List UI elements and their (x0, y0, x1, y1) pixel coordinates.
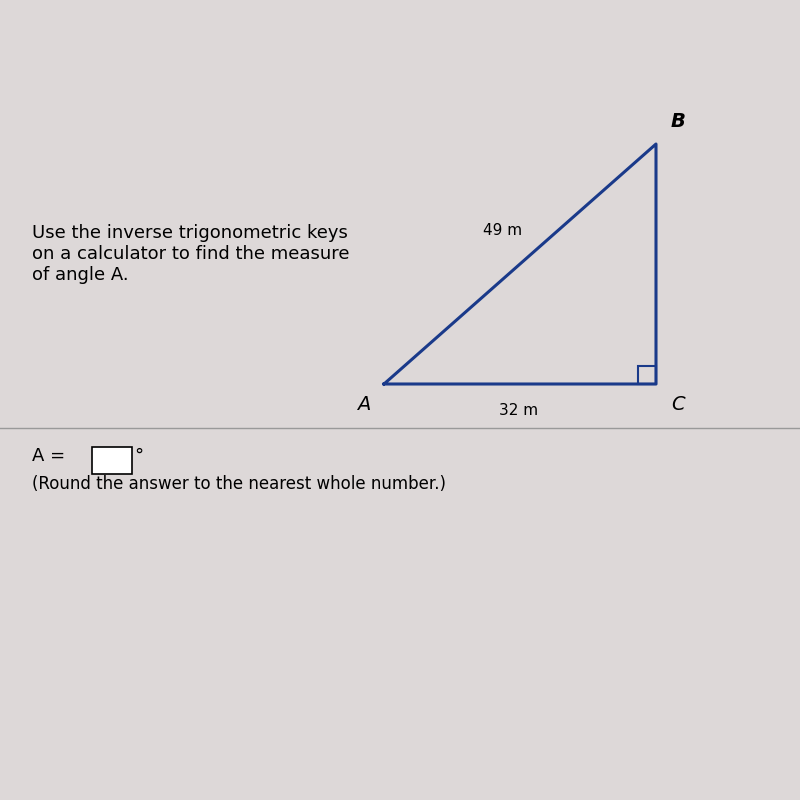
Text: A =: A = (32, 447, 71, 465)
Text: Use the inverse trigonometric keys
on a calculator to find the measure
of angle : Use the inverse trigonometric keys on a … (32, 224, 350, 284)
Text: 49 m: 49 m (483, 223, 522, 238)
Text: °: ° (134, 447, 143, 465)
Text: B: B (670, 112, 685, 131)
Text: 32 m: 32 m (499, 403, 538, 418)
Text: A: A (358, 394, 370, 414)
Text: C: C (670, 394, 685, 414)
Text: (Round the answer to the nearest whole number.): (Round the answer to the nearest whole n… (32, 475, 446, 493)
Bar (92, 447, 132, 474)
Bar (638, 366, 656, 384)
